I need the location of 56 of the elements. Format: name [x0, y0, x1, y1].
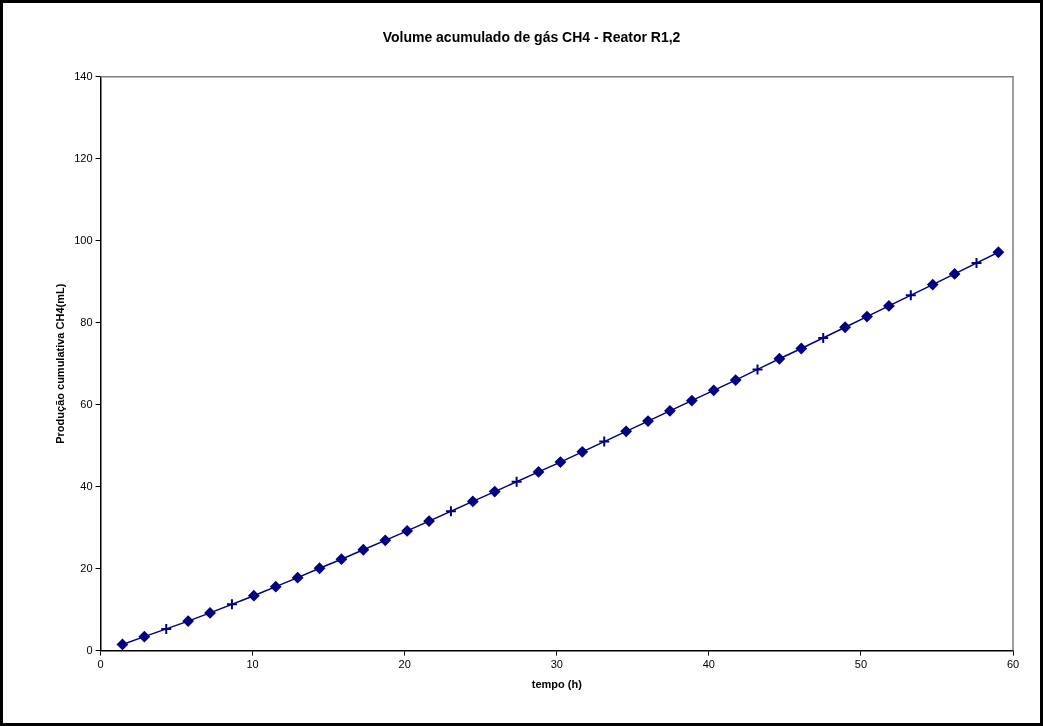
x-tick-label: 30	[550, 658, 563, 671]
point	[620, 425, 632, 437]
x-tick-label: 40	[702, 658, 715, 671]
point	[270, 581, 282, 593]
point	[992, 246, 1004, 258]
point	[773, 353, 785, 365]
point	[357, 544, 369, 556]
point	[401, 525, 413, 537]
point	[292, 572, 304, 584]
point	[510, 475, 523, 488]
point	[335, 553, 347, 565]
point	[642, 415, 654, 427]
x-axis-title: tempo (h)	[531, 678, 583, 691]
point	[314, 562, 326, 574]
point	[795, 343, 807, 355]
x-tick-label: 50	[854, 658, 868, 671]
point	[379, 534, 391, 546]
y-tick-label: 120	[74, 151, 93, 164]
y-tick-label: 60	[80, 397, 93, 410]
point	[204, 607, 216, 619]
point	[576, 446, 588, 458]
point	[554, 456, 566, 468]
point	[861, 311, 873, 323]
y-tick-label: 140	[74, 69, 93, 82]
x-tick-label: 10	[246, 658, 259, 671]
point	[423, 515, 435, 527]
x-tick-label: 0	[97, 658, 104, 671]
y-tick-label: 40	[80, 479, 93, 492]
point	[708, 384, 720, 396]
point	[533, 466, 545, 478]
point	[467, 495, 479, 507]
point	[116, 638, 128, 650]
point	[751, 363, 764, 376]
point	[927, 279, 939, 291]
point	[883, 300, 895, 312]
point	[664, 405, 676, 417]
y-tick-label: 80	[80, 315, 93, 328]
y-tick-label: 100	[74, 233, 93, 246]
point	[444, 505, 457, 518]
chart-title: Volume acumulado de gás CH4 - Reator R1,2	[382, 29, 681, 46]
x-tick-label: 20	[398, 658, 411, 671]
y-axis-title: Produção cumulativa CH4(mL)	[53, 283, 66, 444]
point	[839, 321, 851, 333]
y-tick-label: 20	[80, 561, 93, 574]
point	[182, 615, 194, 627]
point	[225, 598, 238, 611]
y-tick-label: 0	[86, 643, 93, 656]
point	[489, 486, 501, 498]
point	[904, 289, 917, 302]
point	[598, 435, 611, 448]
point	[730, 374, 742, 386]
point	[248, 590, 260, 602]
point	[686, 395, 698, 407]
point	[949, 268, 961, 280]
x-tick-label: 60	[1006, 658, 1020, 671]
point	[138, 631, 150, 643]
